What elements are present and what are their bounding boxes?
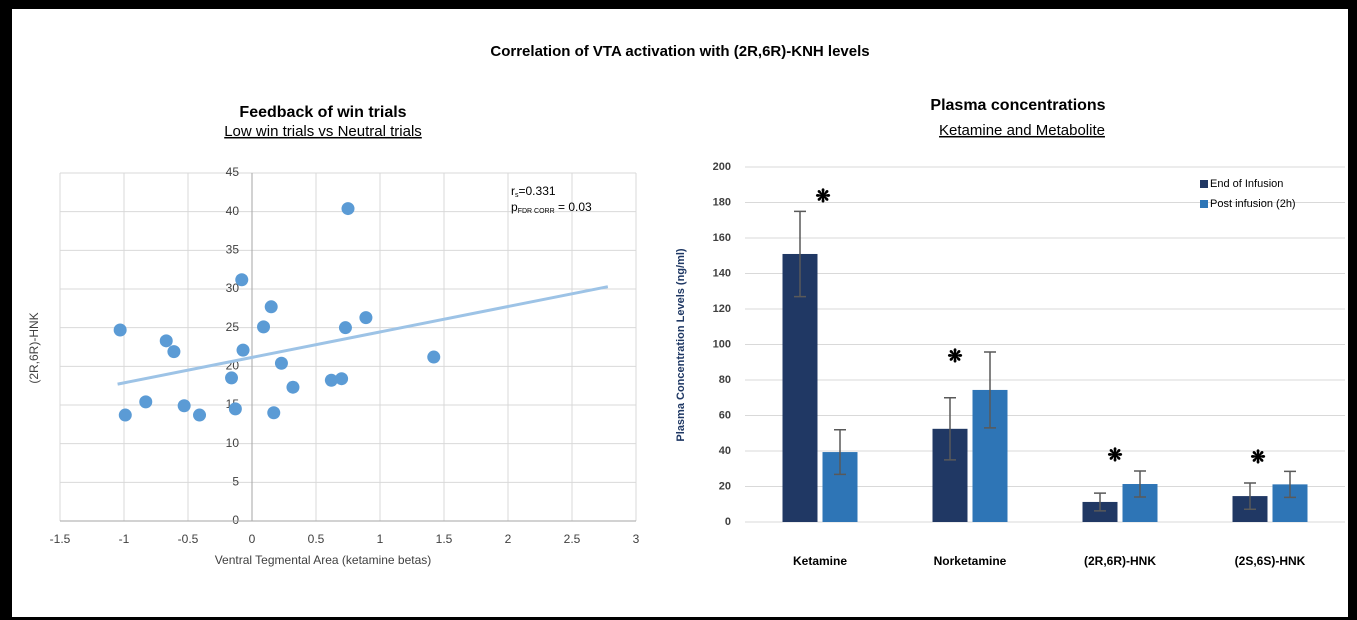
scatter-point (167, 345, 181, 359)
scatter-point (235, 273, 249, 287)
scatter-point (341, 202, 355, 216)
error-bar (1134, 470, 1146, 498)
scatter-point (324, 373, 338, 387)
legend-swatch (1200, 180, 1208, 188)
error-bar (794, 210, 806, 298)
scatter-point (335, 372, 349, 386)
error-bar (984, 351, 996, 429)
scatter-point (118, 408, 132, 422)
y-tick-label: 20 (719, 480, 731, 492)
y-tick-label: 0 (725, 516, 731, 528)
x-tick-label: -1 (119, 532, 130, 546)
x-tick-label: 3 (633, 532, 640, 546)
x-tick-label: Norketamine (934, 554, 1007, 568)
scatter-point (359, 311, 373, 325)
scatter-point (113, 323, 127, 337)
y-axis-label: (2R,6R)-HNK (27, 312, 41, 383)
scatter-point (225, 371, 239, 385)
scatter-point (274, 356, 288, 370)
significance-marker: ❋ (1250, 447, 1265, 467)
x-axis-label: Ventral Tegmental Area (ketamine betas) (215, 553, 432, 567)
chart-subtitle: Ketamine and Metabolite (939, 122, 1105, 139)
y-tick-label: 30 (226, 281, 240, 295)
error-bar (834, 428, 846, 476)
significance-marker: ❋ (1107, 445, 1122, 465)
chart-subtitle: Low win trials vs Neutral trials (224, 123, 422, 140)
scatter-point (236, 343, 250, 357)
x-tick-label: 2.5 (564, 532, 581, 546)
scatter-point (228, 402, 242, 416)
y-tick-label: 200 (713, 161, 731, 173)
x-tick-label: Ketamine (793, 554, 847, 568)
scatter-point (139, 395, 153, 409)
y-tick-label: 80 (719, 374, 731, 386)
y-tick-label: 140 (713, 267, 731, 279)
y-tick-label: 120 (713, 303, 731, 315)
annotation-text: =0.331 (519, 184, 556, 198)
y-tick-label: 0 (232, 513, 239, 527)
y-tick-label: 25 (226, 320, 240, 334)
x-tick-label: 0.5 (308, 532, 325, 546)
y-tick-label: 45 (226, 165, 240, 179)
y-tick-label: 5 (232, 475, 239, 489)
error-bar (1094, 492, 1106, 512)
scatter-point (193, 408, 207, 422)
bar (1082, 501, 1118, 522)
annotation-text: r (511, 184, 515, 198)
annotation: rs=0.331 (511, 184, 556, 199)
scatter-point (177, 399, 191, 413)
scatter-point (159, 334, 173, 348)
x-tick-label: -1.5 (50, 532, 71, 546)
y-tick-label: 160 (713, 232, 731, 244)
figure-title: Correlation of VTA activation with (2R,6… (490, 43, 869, 60)
y-tick-label: 180 (713, 196, 731, 208)
scatter-point (286, 380, 300, 394)
scatter-point (264, 300, 278, 314)
annotation-text: p (511, 200, 518, 214)
trendline (117, 285, 609, 386)
chart-title: Feedback of win trials (239, 104, 406, 121)
error-bar (1284, 470, 1296, 499)
y-tick-label: 40 (226, 204, 240, 218)
error-bar (944, 397, 956, 461)
legend-label: End of Infusion (1210, 178, 1283, 190)
x-tick-label: 2 (505, 532, 512, 546)
y-tick-label: 10 (226, 436, 240, 450)
scatter-point (267, 406, 281, 420)
x-tick-label: -0.5 (178, 532, 199, 546)
x-tick-label: 0 (249, 532, 256, 546)
y-tick-label: 35 (226, 243, 240, 257)
scatter-point (427, 350, 441, 364)
error-bar (1244, 482, 1256, 510)
y-axis-label: Plasma Concentration Levels (ng/ml) (675, 248, 687, 441)
legend-swatch (1200, 200, 1208, 208)
x-tick-label: 1.5 (436, 532, 453, 546)
scatter-point (338, 321, 352, 335)
x-tick-label: 1 (377, 532, 384, 546)
annotation-text: = 0.03 (555, 200, 592, 214)
significance-marker: ❋ (815, 186, 830, 206)
y-tick-label: 40 (719, 445, 731, 457)
chart-title: Plasma concentrations (930, 97, 1105, 114)
annotation: pFDR CORR = 0.03 (511, 200, 592, 215)
y-tick-label: 100 (713, 338, 731, 350)
y-tick-label: 60 (719, 409, 731, 421)
annotation-sub: FDR CORR (518, 208, 555, 215)
significance-marker: ❋ (947, 346, 962, 366)
scatter-point (257, 320, 271, 334)
x-tick-label: (2R,6R)-HNK (1084, 554, 1156, 568)
legend-label: Post infusion (2h) (1210, 198, 1296, 210)
annotation-sub: s (515, 192, 519, 199)
bar (782, 253, 818, 522)
x-tick-label: (2S,6S)-HNK (1235, 554, 1306, 568)
